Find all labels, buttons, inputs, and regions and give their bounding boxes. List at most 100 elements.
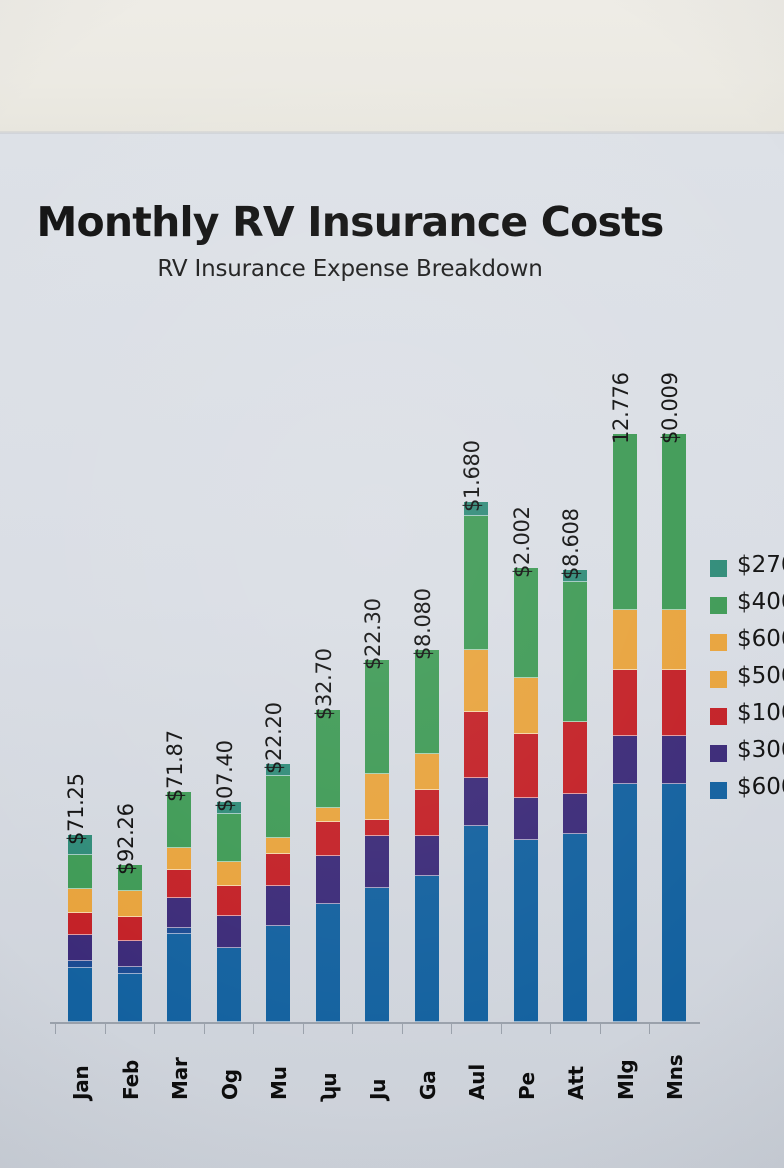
bar-stack[interactable] <box>513 568 538 1022</box>
bar-stack[interactable] <box>68 835 92 1022</box>
bar-value-label: 12.776 <box>608 372 633 444</box>
bar-segment[interactable] <box>365 660 389 774</box>
bar-segment[interactable] <box>68 935 92 961</box>
bar-segment[interactable] <box>68 889 92 913</box>
x-axis-tick <box>253 1022 254 1034</box>
bar-segment[interactable] <box>68 913 92 935</box>
bar-segment[interactable] <box>513 798 538 840</box>
bar-segment[interactable] <box>117 917 142 941</box>
bar-stack[interactable] <box>662 434 686 1022</box>
paper-top-band <box>0 0 784 134</box>
bar-segment[interactable] <box>612 670 637 736</box>
bar-segment[interactable] <box>662 736 686 784</box>
bar-segment[interactable] <box>216 862 241 886</box>
bar-segment[interactable] <box>612 736 637 784</box>
bar-segment[interactable] <box>68 961 92 968</box>
legend-swatch-icon <box>710 782 727 799</box>
legend-label: $300 <box>737 737 784 763</box>
bar-stack[interactable] <box>414 650 439 1022</box>
bar-segment[interactable] <box>216 802 241 814</box>
bar-segment[interactable] <box>315 856 340 904</box>
bar-segment[interactable] <box>315 710 340 808</box>
bar-segment[interactable] <box>414 650 439 754</box>
bar-segment[interactable] <box>216 886 241 916</box>
bar-segment[interactable] <box>662 784 686 1022</box>
bar-segment[interactable] <box>612 610 637 670</box>
bar-stack[interactable] <box>167 792 191 1022</box>
bar-stack[interactable] <box>216 802 241 1022</box>
bar-stack[interactable] <box>315 710 340 1022</box>
bar-segment[interactable] <box>563 570 587 582</box>
bar-segment[interactable] <box>464 502 488 516</box>
bar-segment[interactable] <box>216 916 241 948</box>
bar-segment[interactable] <box>167 848 191 870</box>
bar-segment[interactable] <box>216 814 241 862</box>
bar-stack[interactable] <box>464 502 488 1022</box>
bar-segment[interactable] <box>365 820 389 836</box>
bar-segment[interactable] <box>167 792 191 848</box>
bar-segment[interactable] <box>315 822 340 856</box>
bar-stack[interactable] <box>612 434 637 1022</box>
bar-segment[interactable] <box>68 968 92 1022</box>
bar-value-label: $1.680 <box>460 440 484 512</box>
bar-segment[interactable] <box>266 776 290 838</box>
x-axis-tick <box>302 1022 304 1034</box>
bar-segment[interactable] <box>563 794 587 834</box>
bar-segment[interactable] <box>167 870 191 898</box>
bar-segment[interactable] <box>117 865 142 891</box>
bar-segment[interactable] <box>365 836 389 888</box>
bar-segment[interactable] <box>266 854 290 886</box>
chart-title: Monthly RV Insurance Costs <box>36 198 665 246</box>
bar-segment[interactable] <box>513 678 538 734</box>
bar-segment[interactable] <box>266 838 290 854</box>
bar-segment[interactable] <box>216 948 241 1022</box>
bar-segment[interactable] <box>563 722 587 794</box>
bar-segment[interactable] <box>563 582 587 722</box>
bar-segment[interactable] <box>464 778 488 826</box>
bar-segment[interactable] <box>414 790 439 836</box>
bar-stack[interactable] <box>266 764 290 1022</box>
bar-segment[interactable] <box>167 898 191 928</box>
bar-segment[interactable] <box>315 808 340 822</box>
x-axis-label-aul: Aul <box>465 1064 489 1100</box>
bar-segment[interactable] <box>563 834 587 1022</box>
bar-segment[interactable] <box>662 434 686 610</box>
bar-segment[interactable] <box>513 840 538 1022</box>
bar-segment[interactable] <box>315 904 340 1022</box>
bar-segment[interactable] <box>414 876 439 1022</box>
bar-segment[interactable] <box>612 434 637 610</box>
bar-segment[interactable] <box>513 734 538 798</box>
bar-segment[interactable] <box>167 934 191 1022</box>
bar-segment[interactable] <box>117 967 142 974</box>
bar-stack[interactable] <box>365 660 389 1022</box>
bar-segment[interactable] <box>266 764 290 776</box>
bar-segment[interactable] <box>68 835 92 855</box>
x-axis-tick <box>550 1022 551 1034</box>
bar-segment[interactable] <box>117 941 142 967</box>
bar-segment[interactable] <box>414 836 439 876</box>
legend-swatch-icon <box>710 597 727 614</box>
bar-segment[interactable] <box>513 568 538 678</box>
bar-segment[interactable] <box>464 712 488 778</box>
bar-segment[interactable] <box>266 886 290 926</box>
bar-segment[interactable] <box>414 754 439 790</box>
bar-segment[interactable] <box>167 928 191 934</box>
bar-segment[interactable] <box>68 855 92 889</box>
bar-segment[interactable] <box>365 888 389 1022</box>
bar-segment[interactable] <box>266 926 290 1022</box>
bar-segment[interactable] <box>365 774 389 820</box>
bar-segment[interactable] <box>464 826 488 1022</box>
paper-fold-edge <box>0 131 784 134</box>
bar-segment[interactable] <box>662 610 686 670</box>
bar-value-label: $22.20 <box>262 702 286 774</box>
bar-segment[interactable] <box>612 784 637 1022</box>
x-axis-tick <box>104 1022 106 1034</box>
bar-segment[interactable] <box>117 974 142 1022</box>
bar-segment[interactable] <box>464 650 488 712</box>
bar-stack[interactable] <box>117 865 142 1022</box>
bar-segment[interactable] <box>662 670 686 736</box>
bar-segment[interactable] <box>464 516 488 650</box>
bar-stack[interactable] <box>563 570 587 1022</box>
chart-subtitle: RV Insurance Expense Breakdown <box>157 256 543 282</box>
bar-segment[interactable] <box>117 891 142 917</box>
